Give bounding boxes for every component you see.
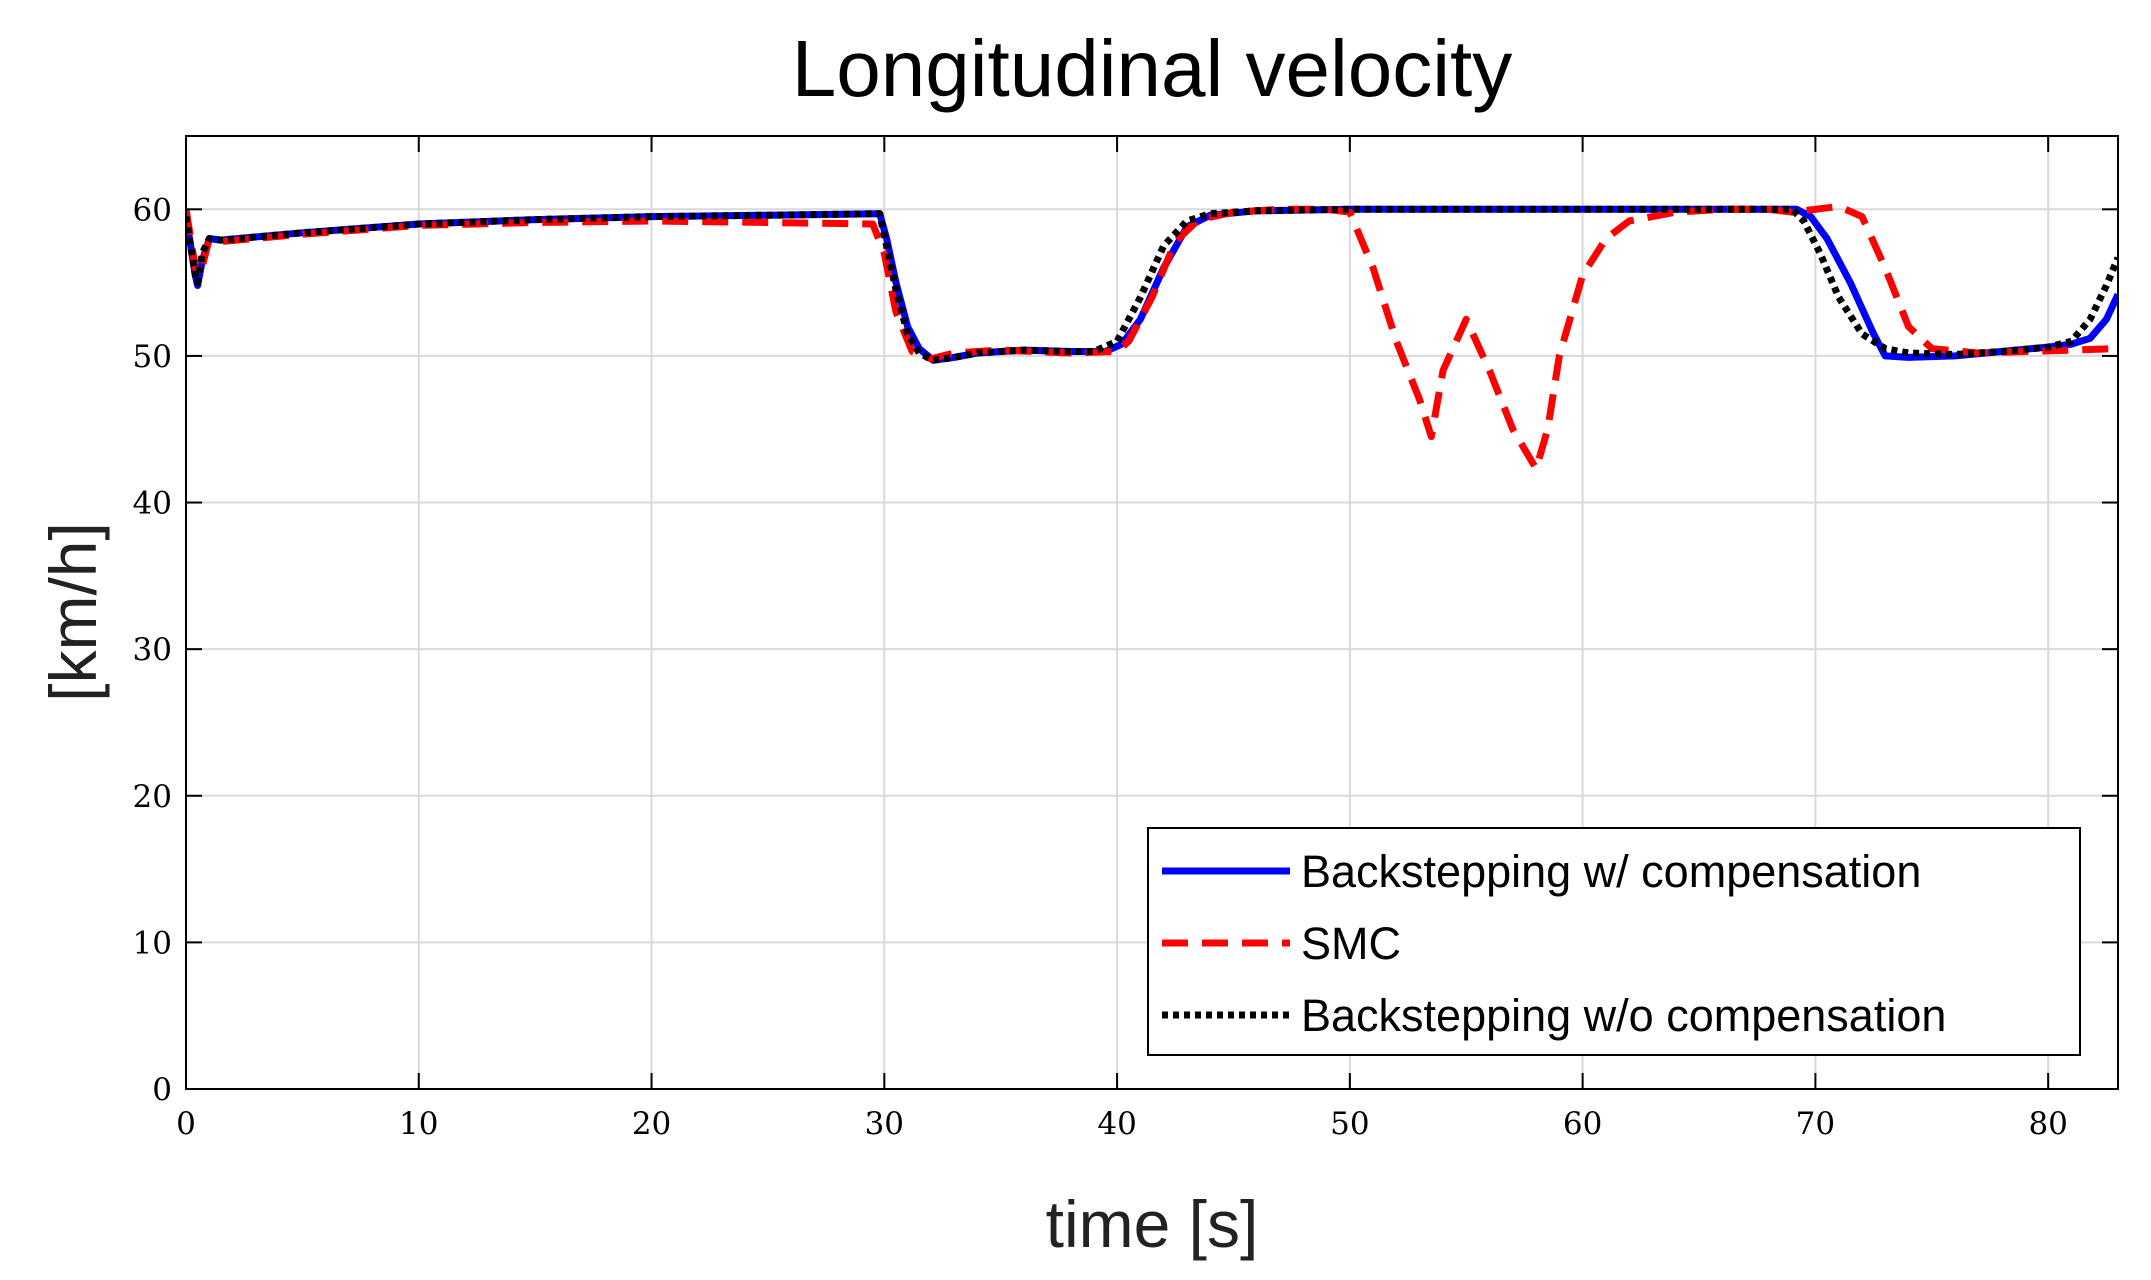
legend: Backstepping w/ compensation SMC Backste… bbox=[1147, 827, 2081, 1056]
y-tick-label: 40 bbox=[133, 486, 172, 522]
x-tick-label: 30 bbox=[865, 1106, 904, 1142]
legend-box bbox=[1147, 827, 2081, 1056]
series-backstepping-nocomp-line bbox=[186, 205, 2118, 364]
plot-frame bbox=[185, 135, 2119, 1090]
x-axis-label: time [s] bbox=[1046, 1187, 1259, 1261]
series-layer bbox=[186, 202, 2118, 473]
x-tick-label: 20 bbox=[632, 1106, 671, 1142]
legend-label-backstepping-nocomp: Backstepping w/o compensation bbox=[1301, 990, 1946, 1041]
chart-title: Longitudinal velocity bbox=[792, 24, 1512, 113]
y-tick-label: 50 bbox=[133, 339, 172, 375]
y-tick-label: 30 bbox=[133, 632, 172, 668]
y-tick-label: 0 bbox=[152, 1072, 172, 1108]
y-tick-label: 10 bbox=[133, 925, 172, 961]
legend-label-smc: SMC bbox=[1301, 918, 1401, 969]
ticks: 0 10 20 30 40 50 60 70 80 0 10 20 30 40 50 60 bbox=[133, 136, 2118, 1142]
x-tick-label: 10 bbox=[399, 1106, 438, 1142]
x-tick-label: 60 bbox=[1563, 1106, 1602, 1142]
x-tick-label: 70 bbox=[1796, 1106, 1835, 1142]
x-tick-label: 80 bbox=[2028, 1106, 2067, 1142]
y-tick-label: 20 bbox=[133, 779, 172, 815]
x-tick-label: 50 bbox=[1330, 1106, 1369, 1142]
legend-label-backstepping-comp: Backstepping w/ compensation bbox=[1301, 846, 1921, 897]
x-tick-label: 0 bbox=[176, 1106, 196, 1142]
y-tick-label: 60 bbox=[133, 192, 172, 228]
series-smc-line bbox=[186, 202, 2118, 473]
y-axis-label: [km/h] bbox=[36, 522, 110, 702]
x-tick-label: 40 bbox=[1097, 1106, 1136, 1142]
